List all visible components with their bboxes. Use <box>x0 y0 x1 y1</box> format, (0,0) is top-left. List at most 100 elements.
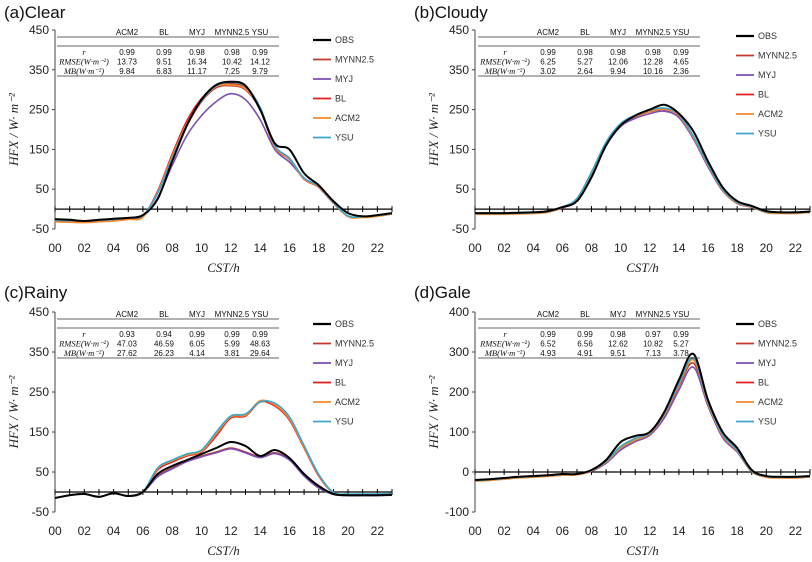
table-cell: 0.99 <box>156 48 172 57</box>
legend: OBS MYNN2.5 MYJ BL ACM2 YSU <box>736 31 797 139</box>
legend-label: MYJ <box>758 358 776 368</box>
legend-label: MYJ <box>758 70 776 80</box>
x-tick-label: 18 <box>312 524 326 538</box>
series-line-mynn25 <box>54 84 393 223</box>
x-tick-label: 06 <box>556 241 570 255</box>
x-tick-label: 08 <box>166 524 180 538</box>
series-line-acm2 <box>475 108 811 216</box>
x-tick-label: 22 <box>789 241 803 255</box>
table-cell: 4.93 <box>540 349 556 358</box>
table-cell: 4.65 <box>673 58 689 67</box>
table-row-label: MB(W·m⁻²) <box>63 66 104 76</box>
table-header: MYJ <box>189 28 205 37</box>
table-header: BL <box>159 310 169 319</box>
y-tick-label: 250 <box>29 103 49 117</box>
table-cell: 5.27 <box>577 58 593 67</box>
table-cell: 9.84 <box>119 67 135 76</box>
table-cell: 0.99 <box>252 330 268 339</box>
x-tick-label: 06 <box>136 241 150 255</box>
table-cell: 0.94 <box>156 330 172 339</box>
table-header: ACM2 <box>537 28 560 37</box>
table-cell: 12.06 <box>608 58 629 67</box>
series-line-mynn25 <box>54 447 393 499</box>
table-cell: 0.98 <box>189 48 205 57</box>
table-row-label: RMSE(W·m⁻²) <box>58 57 109 67</box>
table-cell: 9.79 <box>252 67 268 76</box>
y-axis-label: HFX / W· m⁻² <box>426 374 441 449</box>
legend-label: ACM2 <box>335 397 360 407</box>
x-tick-label: 14 <box>672 524 686 538</box>
y-tick-label: 450 <box>29 305 49 319</box>
table-cell: 6.56 <box>577 340 593 349</box>
y-tick-label: 150 <box>449 142 469 156</box>
table-row-label: RMSE(W·m⁻²) <box>58 339 109 349</box>
table-cell: 46.59 <box>154 340 175 349</box>
legend-label: BL <box>335 94 346 104</box>
panel-title: (a)Clear <box>4 3 66 22</box>
legend-label: MYNN2.5 <box>758 51 797 61</box>
series-line-obs <box>54 80 393 222</box>
x-tick-label: 10 <box>195 241 209 255</box>
legend-label: ACM2 <box>758 397 783 407</box>
x-tick-label: 00 <box>48 524 62 538</box>
x-tick-label: 20 <box>341 241 355 255</box>
x-tick-label: 08 <box>585 241 599 255</box>
table-header: MYJ <box>610 28 626 37</box>
y-tick-label: 100 <box>449 425 469 439</box>
panel-title: (c)Rainy <box>4 283 68 302</box>
x-tick-label: 20 <box>341 524 355 538</box>
table-header: MYNN2.5 <box>636 310 671 319</box>
table-cell: 0.98 <box>224 48 240 57</box>
x-tick-label: 00 <box>468 241 482 255</box>
table-cell: 12.62 <box>608 340 629 349</box>
table-row-label: r <box>82 329 86 339</box>
table-cell: 7.13 <box>645 349 661 358</box>
table-cell: 0.99 <box>252 48 268 57</box>
x-tick-label: 12 <box>643 524 657 538</box>
y-tick-label: 350 <box>449 63 469 77</box>
x-tick-label: 22 <box>371 241 385 255</box>
table-header: BL <box>580 28 590 37</box>
table-cell: 13.73 <box>117 58 138 67</box>
y-tick-label: 450 <box>449 23 469 37</box>
table-cell: 48.63 <box>250 340 271 349</box>
x-tick-label: 14 <box>672 241 686 255</box>
x-tick-label: 12 <box>643 241 657 255</box>
table-cell: 4.91 <box>577 349 593 358</box>
series-line-bl <box>54 82 393 223</box>
stats-table: ACM2 BL MYJ MYNN2.5 YSU r 0.99 0.99 0.98 0.98 0.99… <box>57 28 279 77</box>
series-line-acm2 <box>54 83 393 224</box>
table-cell: 3.81 <box>224 349 240 358</box>
x-tick-label: 04 <box>527 524 541 538</box>
x-tick-label: 14 <box>253 241 267 255</box>
x-tick-label: 16 <box>283 524 297 538</box>
panel-1: (a)Clear -50 50 150 250 350 450 00 02 04 06 08 10 12 1… <box>4 3 393 275</box>
table-row-label: RMSE(W·m⁻²) <box>479 339 530 349</box>
x-tick-label: 18 <box>730 241 744 255</box>
table-row-label: r <box>503 329 507 339</box>
x-tick-label: 04 <box>527 241 541 255</box>
table-cell: 0.99 <box>673 330 689 339</box>
y-tick-label: 150 <box>29 142 49 156</box>
table-cell: 0.99 <box>577 330 593 339</box>
legend: OBS MYNN2.5 MYJ BL ACM2 YSU <box>736 319 797 427</box>
table-cell: 5.27 <box>673 340 689 349</box>
series-line-myj <box>54 448 393 499</box>
series-line-obs <box>474 352 811 481</box>
table-row-label: RMSE(W·m⁻²) <box>479 57 530 67</box>
table-header: BL <box>159 28 169 37</box>
table-row-label: r <box>503 47 507 57</box>
x-tick-label: 18 <box>312 241 326 255</box>
y-axis-label: HFX / W· m⁻² <box>426 92 441 167</box>
x-tick-label: 20 <box>760 524 774 538</box>
table-cell: 0.98 <box>577 48 593 57</box>
x-tick-label: 08 <box>166 241 180 255</box>
stats-table: ACM2 BL MYJ MYNN2.5 YSU r 0.99 0.99 0.98 0.97 0.99… <box>478 310 700 359</box>
table-header: ACM2 <box>116 310 139 319</box>
x-tick-label: 18 <box>730 524 744 538</box>
x-tick-label: 04 <box>107 241 121 255</box>
table-cell: 0.99 <box>119 48 135 57</box>
x-tick-label: 08 <box>585 524 599 538</box>
table-header: YSU <box>673 310 690 319</box>
